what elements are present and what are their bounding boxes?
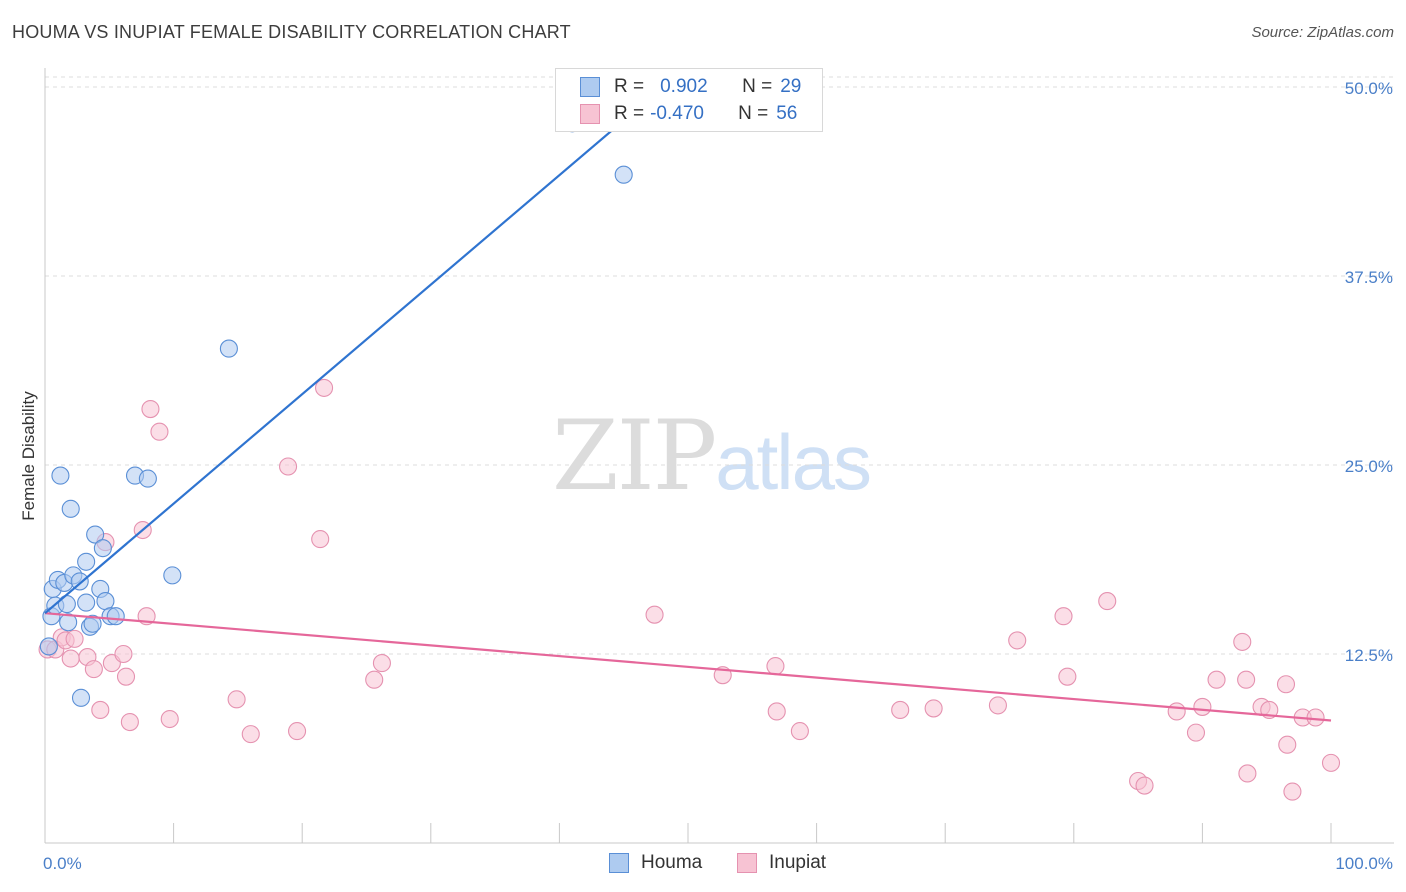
n-value: 56 bbox=[776, 103, 798, 124]
legend-row-inupiat: R = -0.470 N = 56 bbox=[580, 102, 797, 126]
x-tick-label: 0.0% bbox=[43, 854, 82, 873]
inupiat-point bbox=[141, 400, 160, 419]
inupiat-point bbox=[766, 657, 785, 676]
houma-point bbox=[83, 614, 102, 633]
inupiat-point bbox=[227, 690, 246, 709]
houma-point bbox=[93, 539, 112, 558]
houma-point bbox=[70, 572, 89, 591]
y-axis-label: Female Disability bbox=[19, 391, 38, 521]
inupiat-point bbox=[1054, 607, 1073, 626]
houma-point bbox=[86, 525, 105, 544]
watermark-atlas: atlas bbox=[715, 418, 872, 506]
r-value: 0.902 bbox=[660, 76, 708, 97]
source-label: Source: ZipAtlas.com bbox=[1251, 24, 1394, 41]
y-tick-label: 37.5% bbox=[1345, 268, 1393, 287]
inupiat-point bbox=[1233, 632, 1252, 651]
inupiat-point bbox=[241, 725, 260, 744]
inupiat-point bbox=[1237, 670, 1256, 689]
inupiat-point bbox=[311, 530, 330, 549]
houma-point bbox=[77, 593, 96, 612]
inupiat-point bbox=[988, 696, 1007, 715]
houma-point bbox=[61, 499, 80, 518]
inupiat-point bbox=[1098, 592, 1117, 611]
watermark: ZIPatlas bbox=[552, 400, 872, 512]
inupiat-point bbox=[365, 670, 384, 689]
legend-row-houma: R = 0.902 N = 29 bbox=[580, 75, 801, 99]
x-tick-label: 100.0% bbox=[1335, 854, 1393, 873]
r-value: -0.470 bbox=[650, 103, 704, 124]
watermark-zip: ZIP bbox=[552, 400, 717, 512]
inupiat-point bbox=[1238, 764, 1257, 783]
inupiat-point bbox=[1058, 667, 1077, 686]
inupiat-point bbox=[1321, 753, 1341, 772]
houma-point bbox=[59, 613, 78, 632]
inupiat-point bbox=[1167, 702, 1186, 721]
inupiat-point bbox=[279, 457, 298, 476]
houma-point bbox=[614, 165, 633, 184]
houma-point bbox=[106, 607, 125, 626]
inupiat-point bbox=[150, 422, 169, 441]
legend-item-houma[interactable]: Houma bbox=[609, 852, 702, 874]
inupiat-point bbox=[1193, 697, 1212, 716]
houma-point bbox=[96, 592, 115, 611]
correlation-legend: R = 0.902 N = 29 R = -0.470 N = 56 bbox=[555, 68, 823, 132]
houma-point bbox=[57, 595, 76, 614]
inupiat-point bbox=[61, 649, 80, 668]
houma-swatch bbox=[609, 853, 629, 873]
houma-point bbox=[77, 552, 96, 571]
legend-label-houma: Houma bbox=[641, 852, 703, 873]
series-legend: Houma Inupiat bbox=[0, 852, 1406, 878]
houma-trend-line bbox=[44, 92, 657, 615]
legend-item-inupiat[interactable]: Inupiat bbox=[737, 852, 826, 874]
inupiat-point bbox=[65, 629, 84, 648]
houma-point bbox=[163, 566, 182, 585]
inupiat-point bbox=[1207, 670, 1226, 689]
houma-point bbox=[138, 469, 157, 488]
houma-point bbox=[219, 339, 238, 358]
inupiat-point bbox=[1186, 723, 1206, 742]
inupiat-point bbox=[1278, 735, 1297, 754]
inupiat-trend-line bbox=[44, 612, 1332, 722]
inupiat-point bbox=[288, 722, 307, 741]
n-label: N = bbox=[738, 103, 769, 124]
houma-swatch bbox=[580, 77, 600, 97]
legend-label-inupiat: Inupiat bbox=[769, 852, 827, 873]
inupiat-point bbox=[1135, 776, 1154, 795]
inupiat-point bbox=[924, 699, 943, 718]
houma-point bbox=[51, 466, 70, 485]
inupiat-point bbox=[120, 712, 139, 732]
houma-point bbox=[39, 637, 58, 656]
inupiat-point bbox=[372, 654, 391, 673]
inupiat-point bbox=[315, 378, 334, 397]
y-tick-label: 50.0% bbox=[1345, 79, 1393, 98]
inupiat-swatch bbox=[737, 853, 757, 873]
r-label: R = bbox=[614, 103, 645, 124]
inupiat-point bbox=[645, 605, 664, 624]
r-label: R = bbox=[614, 76, 645, 97]
inupiat-point bbox=[1283, 782, 1302, 801]
n-label: N = bbox=[742, 76, 773, 97]
inupiat-point bbox=[1008, 631, 1027, 650]
inupiat-point bbox=[160, 709, 179, 729]
inupiat-point bbox=[91, 700, 110, 719]
inupiat-point bbox=[1306, 708, 1325, 727]
houma-point bbox=[71, 688, 91, 707]
chart-title: HOUMA VS INUPIAT FEMALE DISABILITY CORRE… bbox=[12, 22, 571, 42]
inupiat-point bbox=[114, 644, 133, 664]
inupiat-point bbox=[891, 700, 910, 719]
inupiat-point bbox=[767, 702, 786, 721]
y-tick-label: 12.5% bbox=[1345, 646, 1393, 665]
inupiat-point bbox=[1276, 675, 1296, 694]
n-value: 29 bbox=[780, 76, 802, 97]
y-tick-label: 25.0% bbox=[1345, 457, 1393, 476]
inupiat-point bbox=[790, 722, 809, 741]
inupiat-point bbox=[84, 660, 103, 679]
inupiat-swatch bbox=[580, 104, 600, 124]
inupiat-point bbox=[116, 667, 136, 686]
